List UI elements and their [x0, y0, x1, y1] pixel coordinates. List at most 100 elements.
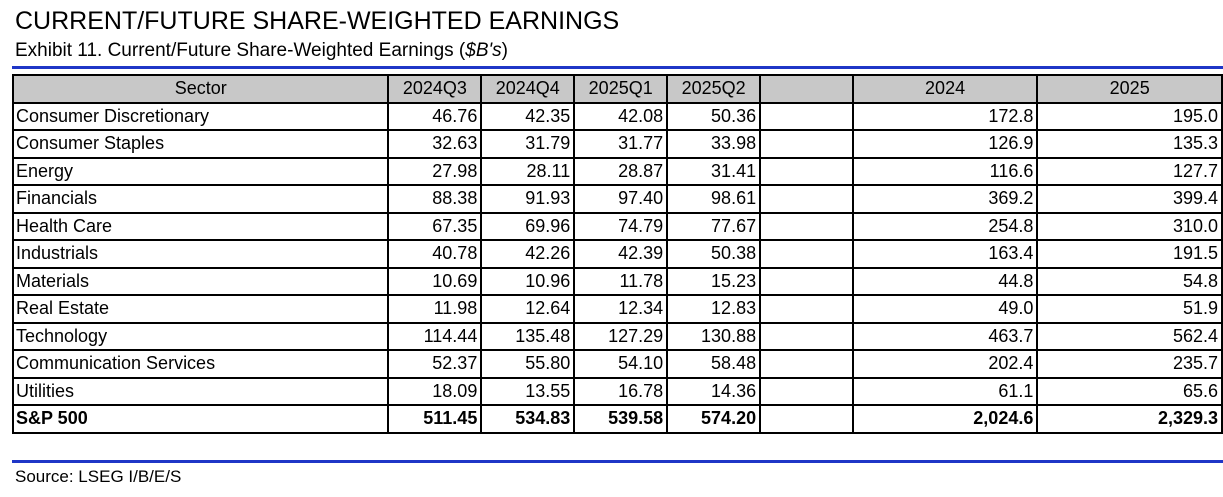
table-row: Energy 27.98 28.11 28.87 31.41 116.6 127.7	[11, 156, 1223, 186]
value-cell-y2: 562.4	[1036, 321, 1223, 351]
value-cell-q4: 58.48	[666, 349, 762, 379]
value-cell-y2: 2,329.3	[1036, 404, 1223, 434]
value-cell-y2: 191.5	[1036, 239, 1223, 269]
table-row: Industrials 40.78 42.26 42.39 50.38 163.4 191.…	[11, 239, 1223, 269]
blank-cell	[759, 184, 854, 214]
value-cell-y2: 127.7	[1036, 156, 1223, 186]
exhibit-subtitle: Exhibit 11. Current/Future Share-Weighte…	[15, 40, 508, 62]
blank-cell	[759, 404, 854, 434]
header-2025q2: 2025Q2	[666, 74, 762, 104]
value-cell-q3: 97.40	[573, 184, 669, 214]
value-cell-q4: 574.20	[666, 404, 762, 434]
table-body: Consumer Discretionary 46.76 42.35 42.08 50.…	[11, 101, 1223, 434]
header-2024q3: 2024Q3	[387, 74, 483, 104]
sector-cell: Consumer Discretionary	[11, 101, 390, 131]
value-cell-q4: 15.23	[666, 266, 762, 296]
table-row: Utilities 18.09 13.55 16.78 14.36 61.1 65.6	[11, 376, 1223, 406]
value-cell-y1: 44.8	[851, 266, 1039, 296]
value-cell-y1: 2,024.6	[851, 404, 1039, 434]
value-cell-q2: 12.64	[480, 294, 576, 324]
value-cell-q4: 50.38	[666, 239, 762, 269]
value-cell-y2: 310.0	[1036, 211, 1223, 241]
value-cell-q1: 511.45	[387, 404, 483, 434]
value-cell-q1: 52.37	[387, 349, 483, 379]
blank-cell	[759, 349, 854, 379]
value-cell-q3: 11.78	[573, 266, 669, 296]
value-cell-y1: 116.6	[851, 156, 1039, 186]
value-cell-q4: 130.88	[666, 321, 762, 351]
value-cell-y1: 61.1	[851, 376, 1039, 406]
value-cell-y2: 54.8	[1036, 266, 1223, 296]
value-cell-q3: 16.78	[573, 376, 669, 406]
table-row: Communication Services 52.37 55.80 54.10 58.…	[11, 349, 1223, 379]
value-cell-q2: 534.83	[480, 404, 576, 434]
value-cell-q3: 127.29	[573, 321, 669, 351]
source-note: Source: LSEG I/B/E/S	[15, 467, 182, 486]
header-2024: 2024	[851, 74, 1039, 104]
value-cell-q4: 50.36	[666, 101, 762, 131]
value-cell-q3: 42.39	[573, 239, 669, 269]
blank-cell	[759, 376, 854, 406]
header-sector: Sector	[11, 74, 390, 104]
value-cell-y2: 195.0	[1036, 101, 1223, 131]
table-row: Financials 88.38 91.93 97.40 98.61 369.2 399.4	[11, 184, 1223, 214]
value-cell-q2: 42.35	[480, 101, 576, 131]
table-row: Consumer Staples 32.63 31.79 31.77 33.98 126.…	[11, 129, 1223, 159]
value-cell-q4: 12.83	[666, 294, 762, 324]
value-cell-y1: 369.2	[851, 184, 1039, 214]
total-row: S&P 500 511.45 534.83 539.58 574.20 2,024.6 2,…	[11, 404, 1223, 434]
sector-cell: S&P 500	[11, 404, 390, 434]
value-cell-q1: 27.98	[387, 156, 483, 186]
value-cell-q3: 31.77	[573, 129, 669, 159]
value-cell-y1: 126.9	[851, 129, 1039, 159]
table-row: Real Estate 11.98 12.64 12.34 12.83 49.0 51.9	[11, 294, 1223, 324]
subtitle-unit: $B's	[465, 40, 502, 61]
sector-cell: Utilities	[11, 376, 390, 406]
sector-cell: Health Care	[11, 211, 390, 241]
value-cell-q3: 28.87	[573, 156, 669, 186]
blank-cell	[759, 156, 854, 186]
value-cell-y1: 49.0	[851, 294, 1039, 324]
header-blank	[759, 74, 854, 104]
table-row: Technology 114.44 135.48 127.29 130.88 463.7 5…	[11, 321, 1223, 351]
value-cell-q2: 69.96	[480, 211, 576, 241]
value-cell-q2: 31.79	[480, 129, 576, 159]
value-cell-y1: 254.8	[851, 211, 1039, 241]
sector-cell: Energy	[11, 156, 390, 186]
value-cell-q4: 14.36	[666, 376, 762, 406]
value-cell-q1: 40.78	[387, 239, 483, 269]
value-cell-y1: 163.4	[851, 239, 1039, 269]
sector-cell: Consumer Staples	[11, 129, 390, 159]
blank-cell	[759, 129, 854, 159]
value-cell-q1: 114.44	[387, 321, 483, 351]
value-cell-q2: 13.55	[480, 376, 576, 406]
value-cell-q4: 98.61	[666, 184, 762, 214]
value-cell-q1: 18.09	[387, 376, 483, 406]
sector-cell: Real Estate	[11, 294, 390, 324]
value-cell-y1: 202.4	[851, 349, 1039, 379]
value-cell-q3: 74.79	[573, 211, 669, 241]
value-cell-q1: 88.38	[387, 184, 483, 214]
value-cell-q2: 10.96	[480, 266, 576, 296]
value-cell-q2: 55.80	[480, 349, 576, 379]
table-row: Health Care 67.35 69.96 74.79 77.67 254.8 310.…	[11, 211, 1223, 241]
value-cell-q4: 31.41	[666, 156, 762, 186]
value-cell-q3: 12.34	[573, 294, 669, 324]
value-cell-q1: 11.98	[387, 294, 483, 324]
sector-cell: Materials	[11, 266, 390, 296]
subtitle-text: Exhibit 11. Current/Future Share-Weighte…	[15, 40, 466, 61]
value-cell-q3: 42.08	[573, 101, 669, 131]
earnings-table: Sector 2024Q3 2024Q4 2025Q1 2025Q2 2024 …	[11, 74, 1223, 434]
value-cell-q1: 10.69	[387, 266, 483, 296]
value-cell-q1: 46.76	[387, 101, 483, 131]
blank-cell	[759, 266, 854, 296]
table-row: Materials 10.69 10.96 11.78 15.23 44.8 54.8	[11, 266, 1223, 296]
blank-cell	[759, 239, 854, 269]
sector-cell: Communication Services	[11, 349, 390, 379]
table-header-row: Sector 2024Q3 2024Q4 2025Q1 2025Q2 2024 …	[11, 74, 1223, 104]
value-cell-y2: 51.9	[1036, 294, 1223, 324]
blank-cell	[759, 211, 854, 241]
page-title: CURRENT/FUTURE SHARE-WEIGHTED EARNINGS	[15, 7, 620, 35]
bottom-divider	[12, 460, 1223, 463]
sector-cell: Technology	[11, 321, 390, 351]
